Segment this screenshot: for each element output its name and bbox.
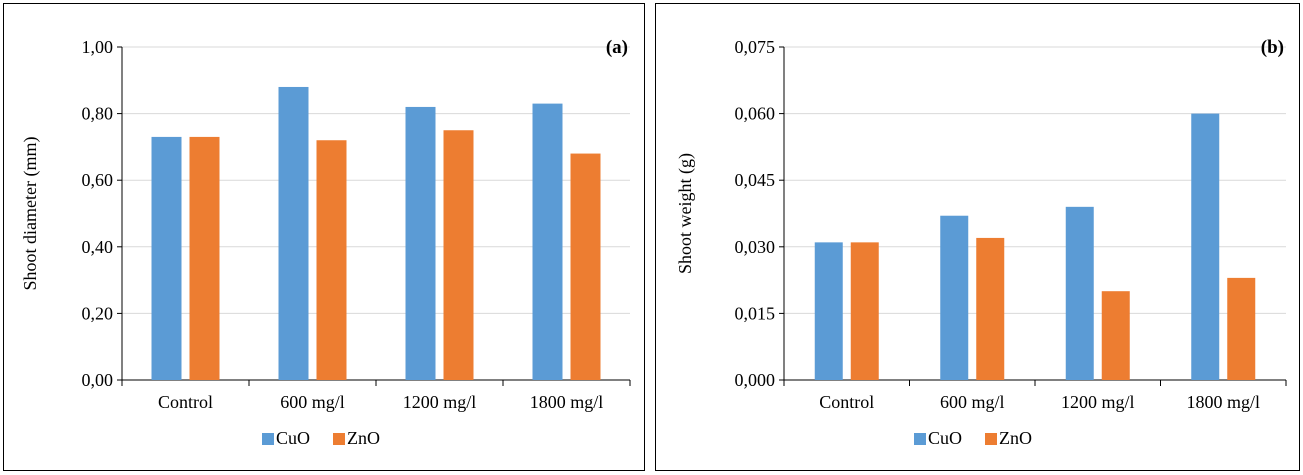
chart-0-ytick-label: 0,80 <box>82 104 114 124</box>
chart-1-ytick-label: 0,075 <box>735 37 776 57</box>
chart-0-panel-label: (a) <box>606 37 628 58</box>
chart-1-bar-zno-1 <box>850 242 879 380</box>
chart-1-category-label: 1200 mg/l <box>1061 392 1135 412</box>
chart-0-bar-zno-1 <box>189 136 220 380</box>
chart-panel-b: 0,000 0,015 0,030 0,045 0,060 0,075 Control 600… <box>655 3 1300 471</box>
chart-0-ytick-label: 0,60 <box>82 170 114 190</box>
chart-0-bar-cuo-1 <box>151 136 182 380</box>
chart-1-panel-label: (b) <box>1261 37 1284 58</box>
chart-0-bar-cuo-2 <box>278 86 309 381</box>
chart-1-legend-swatch-cuo <box>914 433 926 445</box>
chart-0-legend-swatch-cuo <box>262 433 274 445</box>
chart-0-legend-label-cuo: CuO <box>276 428 310 448</box>
chart-1-bar-cuo-4 <box>1191 113 1220 380</box>
chart-0-ytick-label: 1,00 <box>82 37 114 57</box>
chart-1-ytick-label: 0,060 <box>735 104 776 124</box>
chart-1-category-label: Control <box>819 392 874 412</box>
chart-0-ytick-label: 0,40 <box>82 237 114 257</box>
chart-0-y-axis-title: Shoot diameter (mm) <box>20 137 41 291</box>
chart-0-category-label: 600 mg/l <box>280 392 345 412</box>
chart-0-bar-zno-3 <box>443 130 474 380</box>
chart-1-bar-zno-4 <box>1227 277 1256 380</box>
chart-1-legend-label-zno: ZnO <box>999 428 1032 448</box>
chart-1-ytick-label: 0,015 <box>735 303 776 323</box>
chart-0-bar-cuo-4 <box>532 103 563 381</box>
chart-1-y-axis-title: Shoot weight (g) <box>675 153 696 274</box>
chart-0-bar-zno-2 <box>316 140 347 380</box>
chart-1-legend-swatch-zno <box>985 433 997 445</box>
chart-panel-a: 0,00 0,20 0,40 0,60 0,80 1,00 Control 600 mg/l 1… <box>3 3 645 471</box>
chart-a-svg: 0,00 0,20 0,40 0,60 0,80 1,00 Control 600 mg/l 1… <box>20 37 631 448</box>
chart-1-bar-cuo-1 <box>814 242 843 380</box>
chart-1-ytick-label: 0,000 <box>735 370 776 390</box>
chart-1-ytick-label: 0,045 <box>735 170 776 190</box>
chart-1-category-label: 1800 mg/l <box>1186 392 1260 412</box>
chart-0-legend-label-zno: ZnO <box>347 428 380 448</box>
chart-1-bar-zno-3 <box>1101 291 1130 380</box>
chart-1-bar-cuo-2 <box>940 215 969 380</box>
chart-1-bar-zno-2 <box>976 237 1005 380</box>
chart-0-ytick-label: 0,00 <box>82 370 114 390</box>
chart-0-category-label: 1200 mg/l <box>403 392 477 412</box>
chart-1-ytick-label: 0,030 <box>735 237 776 257</box>
chart-0-ytick-label: 0,20 <box>82 303 114 323</box>
chart-b-svg: 0,000 0,015 0,030 0,045 0,060 0,075 Control 600… <box>675 37 1287 448</box>
chart-1-bar-cuo-3 <box>1065 206 1094 380</box>
chart-0-category-label: Control <box>158 392 213 412</box>
chart-0-category-label: 1800 mg/l <box>530 392 604 412</box>
chart-1-legend-label-cuo: CuO <box>928 428 962 448</box>
chart-0-legend-swatch-zno <box>333 433 345 445</box>
chart-1-category-label: 600 mg/l <box>940 392 1005 412</box>
chart-0-bar-cuo-3 <box>405 106 436 380</box>
chart-0-bar-zno-4 <box>570 153 601 380</box>
